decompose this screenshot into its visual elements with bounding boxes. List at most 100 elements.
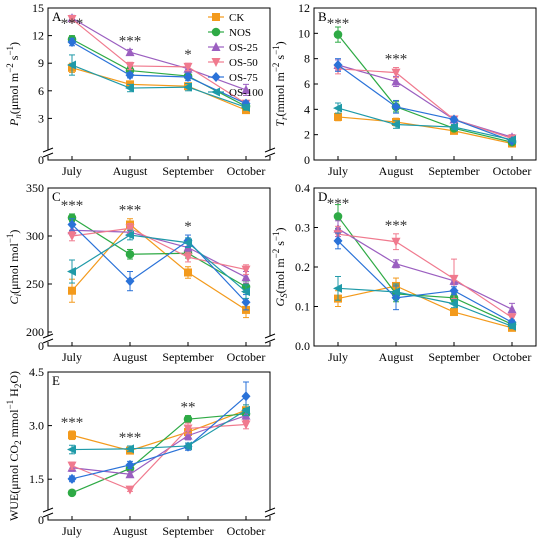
y-tick-label: 6 <box>304 77 310 91</box>
data-point <box>67 461 77 471</box>
significance-marker: *** <box>327 196 350 212</box>
x-tick-label: August <box>113 164 148 178</box>
y-tick-label: 4 <box>304 102 310 116</box>
y-tick-label: 350 <box>26 181 44 195</box>
data-point <box>333 30 343 39</box>
data-point <box>183 82 192 92</box>
panel-letter: B <box>318 9 327 24</box>
significance-marker: *** <box>61 16 84 32</box>
x-tick-label: July <box>328 164 348 178</box>
data-point <box>125 469 135 479</box>
legend-label: OS-50 <box>229 57 258 69</box>
y-tick-label: 0.0 <box>295 339 310 353</box>
y-tick-label: 300 <box>26 229 44 243</box>
y-tick-label: 6 <box>38 84 44 98</box>
chart-panel-e: E 0 1.5 3.0 4.5 July August September October WUE… <box>5 365 276 538</box>
series-line <box>71 217 247 288</box>
axis-break-mark <box>42 333 54 339</box>
axis-break-mark <box>42 512 54 518</box>
plot-frame <box>47 371 271 521</box>
significance-marker: ** <box>181 400 196 416</box>
y-tick-label: 0.3 <box>295 221 310 235</box>
plot-frame <box>47 7 271 161</box>
data-point <box>333 60 343 70</box>
y-tick-label: 3.0 <box>29 419 44 433</box>
data-point <box>183 238 192 248</box>
data-point <box>125 70 135 81</box>
axis-break-mark <box>264 333 276 339</box>
data-point <box>67 232 77 241</box>
series-os-100 <box>333 275 516 331</box>
legend-label: CK <box>229 12 244 24</box>
x-tick-label: September <box>428 350 479 364</box>
data-point <box>183 72 193 82</box>
axis-break-mark <box>264 507 276 513</box>
series-ck <box>334 277 516 332</box>
series-os-100 <box>67 54 250 112</box>
data-point <box>67 473 77 484</box>
series-line <box>337 107 513 141</box>
data-point <box>125 459 135 470</box>
legend-label: NOS <box>229 27 251 39</box>
data-point <box>450 308 458 317</box>
y-axis-label: Ci(μmol mol−1) <box>5 230 23 305</box>
y-tick-label: 2 <box>304 128 310 142</box>
series-os-75 <box>67 381 251 484</box>
series-line <box>71 395 247 480</box>
axis-break-mark <box>42 338 54 344</box>
data-point <box>241 84 251 94</box>
axis-break-mark <box>264 147 276 153</box>
significance-marker: *** <box>327 16 350 32</box>
y-axis-label: Tr(mmol m−2 s−1) <box>271 41 289 126</box>
series-line <box>337 216 513 325</box>
y-tick-label: 200 <box>26 325 44 339</box>
panel-letter: A <box>52 9 62 24</box>
axis-break-mark <box>264 338 276 344</box>
data-point <box>125 61 135 71</box>
series-line <box>71 234 247 293</box>
data-point <box>125 485 135 495</box>
data-point <box>391 68 401 78</box>
data-point <box>333 212 343 221</box>
plot-frame <box>47 187 271 347</box>
data-point <box>391 76 401 86</box>
series-line <box>71 64 247 108</box>
data-point <box>125 444 134 454</box>
x-tick-label: July <box>328 350 348 364</box>
data-point <box>183 62 193 72</box>
data-point <box>125 47 135 57</box>
data-point <box>68 431 76 440</box>
data-point <box>183 414 193 424</box>
y-tick-label: 0.4 <box>295 181 310 195</box>
data-point <box>241 391 251 402</box>
y-tick-label: 3 <box>38 111 44 125</box>
axis-break-gap <box>265 510 275 516</box>
data-point <box>125 230 134 240</box>
panel-letter: C <box>52 189 61 204</box>
series-line <box>337 116 513 145</box>
series-line <box>71 423 247 491</box>
data-point <box>67 15 77 25</box>
data-point <box>67 445 76 455</box>
x-tick-label: October <box>227 164 266 178</box>
series-os-25 <box>67 13 251 96</box>
data-point <box>449 122 458 132</box>
x-tick-label: September <box>162 164 213 178</box>
series-line <box>71 223 247 311</box>
data-point <box>241 102 250 112</box>
x-tick-label: September <box>162 350 213 364</box>
panel-letter: D <box>318 189 327 204</box>
series-os-100 <box>67 229 250 299</box>
x-tick-label: July <box>62 164 82 178</box>
x-tick-label: August <box>113 350 148 364</box>
y-tick-label: 250 <box>26 277 44 291</box>
data-point <box>334 112 342 121</box>
axis-break-gap <box>265 150 275 156</box>
axis-break-gap <box>43 150 53 156</box>
data-point <box>125 276 135 287</box>
legend-marker <box>211 87 220 97</box>
data-point <box>183 253 193 263</box>
y-tick-label: 0 <box>304 153 310 167</box>
series-os-50 <box>67 223 251 275</box>
